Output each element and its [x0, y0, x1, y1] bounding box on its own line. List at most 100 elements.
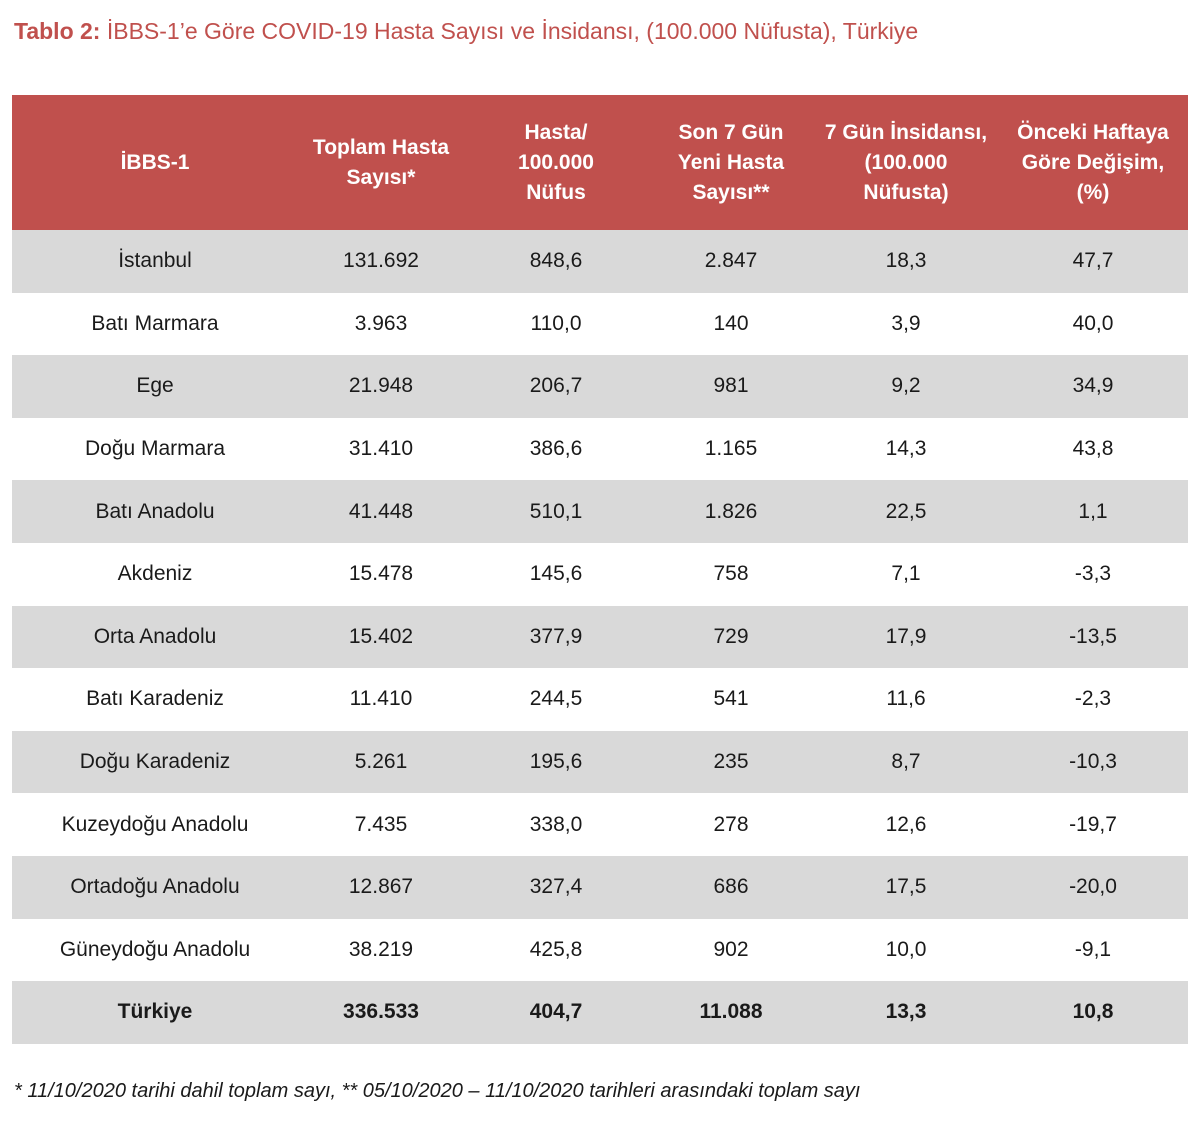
- total-cases-cell: 12.867: [298, 855, 464, 919]
- table-row: Akdeniz 15.478 145,6 758 7,1 -3,3: [12, 542, 1188, 606]
- cases-per-100k-cell: 425,8: [464, 918, 648, 982]
- last-7-days-cell: 981: [648, 355, 814, 418]
- last-7-days-cell: 758: [648, 542, 814, 606]
- total-cases-cell: 31.410: [298, 417, 464, 481]
- total-cases-cell: 3.963: [298, 292, 464, 356]
- cases-per-100k-cell: 386,6: [464, 417, 648, 481]
- table-body: İstanbul 131.692 848,6 2.847 18,3 47,7 Batı Ma…: [12, 230, 1188, 1044]
- incidence-cell: 7,1: [814, 542, 998, 606]
- change-cell: 1,1: [998, 480, 1188, 543]
- incidence-cell: 22,5: [814, 480, 998, 543]
- last-7-days-cell: 278: [648, 793, 814, 856]
- region-cell: Batı Karadeniz: [12, 668, 298, 731]
- change-cell: -10,3: [998, 730, 1188, 794]
- change-cell: -9,1: [998, 918, 1188, 982]
- incidence-cell: 13,3: [814, 981, 998, 1044]
- cases-per-100k-cell: 377,9: [464, 605, 648, 669]
- total-cases-cell: 5.261: [298, 730, 464, 794]
- table-row: İstanbul 131.692 848,6 2.847 18,3 47,7: [12, 230, 1188, 293]
- region-cell: Batı Anadolu: [12, 480, 298, 543]
- region-cell: Doğu Karadeniz: [12, 730, 298, 794]
- region-cell: İstanbul: [12, 230, 298, 293]
- cases-per-100k-cell: 327,4: [464, 855, 648, 919]
- last-7-days-cell: 686: [648, 855, 814, 919]
- region-cell: Doğu Marmara: [12, 417, 298, 481]
- total-cases-cell: 7.435: [298, 793, 464, 856]
- cases-per-100k-cell: 338,0: [464, 793, 648, 856]
- table-row: Ege 21.948 206,7 981 9,2 34,9: [12, 355, 1188, 418]
- cases-per-100k-cell: 110,0: [464, 292, 648, 356]
- cases-per-100k-cell: 848,6: [464, 230, 648, 293]
- header-total-cases: Toplam Hasta Sayısı*: [298, 95, 464, 230]
- last-7-days-cell: 235: [648, 730, 814, 794]
- table-header: İBBS-1 Toplam Hasta Sayısı* Hasta/ 100.0…: [12, 95, 1188, 230]
- cases-per-100k-cell: 206,7: [464, 355, 648, 418]
- total-cases-cell: 11.410: [298, 668, 464, 731]
- total-cases-cell: 131.692: [298, 230, 464, 293]
- header-region: İBBS-1: [12, 95, 298, 230]
- change-cell: 34,9: [998, 355, 1188, 418]
- incidence-cell: 3,9: [814, 292, 998, 356]
- change-cell: 47,7: [998, 230, 1188, 293]
- change-cell: -20,0: [998, 855, 1188, 919]
- cases-per-100k-cell: 145,6: [464, 542, 648, 606]
- change-cell: 10,8: [998, 981, 1188, 1044]
- table-row: Batı Anadolu 41.448 510,1 1.826 22,5 1,1: [12, 480, 1188, 543]
- total-row: Türkiye 336.533 404,7 11.088 13,3 10,8: [12, 981, 1188, 1044]
- table-title: Tablo 2: İBBS-1’e Göre COVID-19 Hasta Sa…: [14, 18, 918, 45]
- region-cell: Ege: [12, 355, 298, 418]
- last-7-days-cell: 1.165: [648, 417, 814, 481]
- table-row: Doğu Marmara 31.410 386,6 1.165 14,3 43,8: [12, 417, 1188, 481]
- total-cases-cell: 336.533: [298, 981, 464, 1044]
- last-7-days-cell: 11.088: [648, 981, 814, 1044]
- change-cell: 43,8: [998, 417, 1188, 481]
- last-7-days-cell: 902: [648, 918, 814, 982]
- header-weekly-change: Önceki Haftaya Göre Değişim, (%): [998, 95, 1188, 230]
- header-row: İBBS-1 Toplam Hasta Sayısı* Hasta/ 100.0…: [12, 95, 1188, 230]
- table-row: Ortadoğu Anadolu 12.867 327,4 686 17,5 -20,0: [12, 855, 1188, 919]
- incidence-cell: 17,9: [814, 605, 998, 669]
- region-cell: Güneydoğu Anadolu: [12, 918, 298, 982]
- change-cell: 40,0: [998, 292, 1188, 356]
- region-cell: Ortadoğu Anadolu: [12, 855, 298, 919]
- incidence-cell: 14,3: [814, 417, 998, 481]
- last-7-days-cell: 541: [648, 668, 814, 731]
- cases-per-100k-cell: 510,1: [464, 480, 648, 543]
- cases-per-100k-cell: 195,6: [464, 730, 648, 794]
- table-row: Orta Anadolu 15.402 377,9 729 17,9 -13,5: [12, 605, 1188, 669]
- change-cell: -2,3: [998, 668, 1188, 731]
- table-row: Batı Marmara 3.963 110,0 140 3,9 40,0: [12, 292, 1188, 356]
- incidence-cell: 12,6: [814, 793, 998, 856]
- change-cell: -3,3: [998, 542, 1188, 606]
- table-title-text: İBBS-1’e Göre COVID-19 Hasta Sayısı ve İ…: [106, 18, 919, 44]
- table-title-prefix: Tablo 2:: [14, 18, 101, 44]
- total-cases-cell: 15.478: [298, 542, 464, 606]
- last-7-days-cell: 2.847: [648, 230, 814, 293]
- total-cases-cell: 21.948: [298, 355, 464, 418]
- region-cell: Kuzeydoğu Anadolu: [12, 793, 298, 856]
- region-cell: Orta Anadolu: [12, 605, 298, 669]
- total-cases-cell: 41.448: [298, 480, 464, 543]
- last-7-days-cell: 140: [648, 292, 814, 356]
- header-cases-per-100k: Hasta/ 100.000 Nüfus: [464, 95, 648, 230]
- incidence-cell: 10,0: [814, 918, 998, 982]
- region-cell: Akdeniz: [12, 542, 298, 606]
- change-cell: -19,7: [998, 793, 1188, 856]
- region-cell: Batı Marmara: [12, 292, 298, 356]
- covid-table: İBBS-1 Toplam Hasta Sayısı* Hasta/ 100.0…: [12, 95, 1188, 1044]
- incidence-cell: 8,7: [814, 730, 998, 794]
- table-row: Doğu Karadeniz 5.261 195,6 235 8,7 -10,3: [12, 730, 1188, 794]
- incidence-cell: 9,2: [814, 355, 998, 418]
- last-7-days-cell: 729: [648, 605, 814, 669]
- header-7-day-incidence: 7 Gün İnsidansı, (100.000 Nüfusta): [814, 95, 998, 230]
- incidence-cell: 17,5: [814, 855, 998, 919]
- region-cell: Türkiye: [12, 981, 298, 1044]
- change-cell: -13,5: [998, 605, 1188, 669]
- footnote: * 11/10/2020 tarihi dahil toplam sayı, *…: [14, 1080, 861, 1102]
- last-7-days-cell: 1.826: [648, 480, 814, 543]
- incidence-cell: 11,6: [814, 668, 998, 731]
- table-row: Batı Karadeniz 11.410 244,5 541 11,6 -2,3: [12, 668, 1188, 731]
- header-last-7-days: Son 7 Gün Yeni Hasta Sayısı**: [648, 95, 814, 230]
- table-row: Kuzeydoğu Anadolu 7.435 338,0 278 12,6 -19,7: [12, 793, 1188, 856]
